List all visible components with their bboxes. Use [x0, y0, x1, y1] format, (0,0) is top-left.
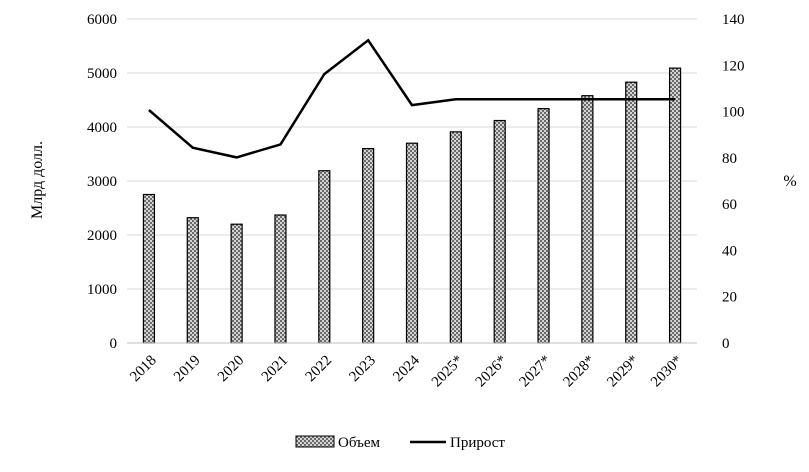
x-tick-label: 2029* [604, 353, 642, 391]
right-tick-label: 80 [722, 151, 737, 167]
left-tick-label: 5000 [87, 66, 117, 82]
right-axis-title: % [783, 173, 796, 190]
right-axis-ticks: 0 20 40 60 80 100 120 140 [722, 12, 745, 352]
bar-2020 [230, 223, 243, 344]
x-tick-label: 2021 [259, 353, 292, 386]
bar-2030-forecast [668, 67, 682, 344]
right-tick-label: 40 [722, 243, 737, 259]
legend-line-label: Прирост [450, 435, 505, 451]
bar-2027-forecast [537, 108, 550, 344]
x-tick-label: 2019 [171, 353, 204, 386]
x-axis-ticks: 2018 2019 2020 2021 2022 2023 2024 2025* 2026* 20… [127, 352, 686, 390]
left-tick-label: 2000 [87, 228, 117, 244]
left-axis-title: Млрд долл. [29, 141, 46, 219]
x-tick-label: 2030* [648, 353, 686, 391]
x-tick-label: 2024 [390, 352, 423, 385]
left-tick-label: 1000 [87, 282, 117, 298]
right-tick-label: 60 [722, 197, 737, 213]
right-tick-label: 20 [722, 290, 737, 306]
bar-2024 [405, 142, 419, 344]
bar-2025-forecast [449, 131, 462, 344]
right-tick-label: 120 [722, 58, 745, 74]
x-tick-label: 2023 [346, 353, 379, 386]
bar-2026-forecast [493, 119, 506, 344]
left-tick-label: 0 [110, 336, 118, 352]
x-tick-label: 2028* [560, 353, 598, 391]
x-tick-label: 2022 [303, 353, 336, 386]
legend-bar-label: Объем [338, 435, 381, 451]
growth-line-path [148, 38, 676, 159]
left-tick-label: 3000 [87, 174, 117, 190]
right-tick-label: 140 [722, 12, 745, 28]
x-tick-label: 2018 [127, 353, 160, 386]
bars [142, 67, 682, 344]
x-tick-label: 2020 [215, 353, 248, 386]
legend-bar-swatch [295, 435, 335, 448]
x-tick-label: 2027* [517, 353, 555, 391]
bar-2029-forecast [625, 81, 638, 344]
left-axis-ticks: 0 1000 2000 3000 4000 5000 6000 [87, 12, 117, 352]
left-tick-label: 6000 [87, 12, 117, 28]
bar-2018 [142, 193, 156, 344]
x-tick-label: 2026* [473, 353, 511, 391]
bar-2028-forecast [581, 95, 594, 344]
bar-2023 [362, 148, 375, 344]
bar-2021 [274, 214, 287, 344]
legend: Объем Прирост [295, 435, 505, 451]
right-tick-label: 0 [722, 336, 730, 352]
left-tick-label: 4000 [87, 120, 117, 136]
bar-2019 [186, 217, 199, 344]
right-tick-label: 100 [722, 105, 745, 121]
bar-2022 [318, 170, 331, 344]
growth-line [148, 38, 676, 159]
x-tick-label: 2025* [429, 353, 467, 391]
